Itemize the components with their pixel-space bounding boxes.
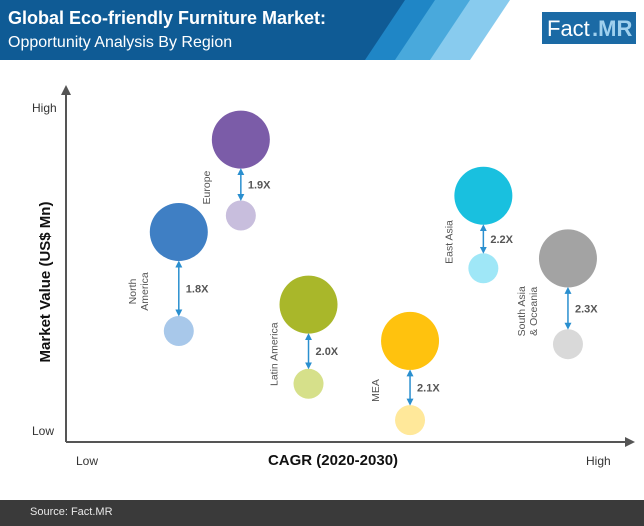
bubble-current-east-asia <box>468 253 499 284</box>
region-label-south-asia-oceania: South Asia& Oceania <box>516 286 540 336</box>
region-label-line: Latin America <box>269 322 281 386</box>
x-axis-title: CAGR (2020-2030) <box>268 452 398 469</box>
growth-label-mea: 2.1X <box>417 383 440 395</box>
y-tick-label-high: High <box>32 101 57 115</box>
banner-main-panel <box>0 0 405 60</box>
bubble-current-south-asia-oceania <box>552 329 583 360</box>
bubble-current-latin-america <box>293 368 324 399</box>
y-axis-title: Market Value (US$ Mn) <box>37 202 54 363</box>
bubble-chart: High Low Low High CAGR (2020-2030) Market Val… <box>32 85 635 469</box>
bubble-future-north-america <box>149 203 208 261</box>
chart-subtitle: Opportunity Analysis By Region <box>8 34 233 51</box>
bubble-future-east-asia <box>454 166 513 225</box>
bubble-future-europe <box>211 110 270 169</box>
logo-background <box>542 12 636 44</box>
source-note: Source: Fact.MR <box>30 506 113 518</box>
region-group-east-asia: 2.2X East Asia <box>443 166 514 284</box>
bubble-current-europe <box>225 200 256 231</box>
region-label-latin-america: Latin America <box>269 322 281 386</box>
region-label-line: Europe <box>201 170 213 204</box>
y-tick-label-low: Low <box>32 424 54 438</box>
factmr-logo: Fact .MR <box>542 12 636 44</box>
region-label-line: North <box>127 279 139 305</box>
region-group-latin-america: 2.0X Latin America <box>269 275 339 399</box>
growth-label-south-asia-oceania: 2.3X <box>575 303 598 315</box>
x-tick-label-low: Low <box>76 454 98 468</box>
region-label-east-asia: East Asia <box>443 220 455 264</box>
region-group-mea: 2.1X MEA <box>370 311 440 436</box>
region-label-north-america: NorthAmerica <box>127 272 151 311</box>
bubble-future-latin-america <box>279 275 338 334</box>
bubble-current-mea <box>395 405 426 436</box>
region-label-line: South Asia <box>516 286 528 336</box>
growth-label-europe: 1.9X <box>248 180 271 192</box>
footer-bar: Source: Fact.MR <box>0 500 644 526</box>
growth-label-north-america: 1.8X <box>186 284 209 296</box>
bubble-future-south-asia-oceania <box>538 229 597 288</box>
logo-text-fact: Fact <box>547 16 590 41</box>
chart-axes: High Low Low High CAGR (2020-2030) Market Val… <box>32 85 635 469</box>
region-label-line: East Asia <box>443 220 455 264</box>
logo-text-mr: .MR <box>592 16 632 41</box>
region-group-south-asia-oceania: 2.3X South Asia& Oceania <box>516 229 598 360</box>
region-label-europe: Europe <box>201 170 213 204</box>
region-label-line: America <box>139 272 151 311</box>
x-tick-label-high: High <box>586 454 611 468</box>
region-group-europe: 1.9X Europe <box>201 110 271 231</box>
header-banner <box>0 0 644 60</box>
bubble-future-mea <box>381 311 440 370</box>
region-group-north-america: 1.8X NorthAmerica <box>127 203 209 346</box>
chart-title: Global Eco-friendly Furniture Market: <box>8 8 327 28</box>
region-label-mea: MEA <box>370 379 382 402</box>
growth-label-latin-america: 2.0X <box>316 346 339 358</box>
growth-label-east-asia: 2.2X <box>490 234 513 246</box>
bubble-current-north-america <box>163 316 194 346</box>
region-label-line: & Oceania <box>528 287 540 336</box>
chart-bubbles: 1.8X NorthAmerica 1.9X Europe 2.0X Latin Amer… <box>127 110 598 436</box>
region-label-line: MEA <box>370 379 382 402</box>
